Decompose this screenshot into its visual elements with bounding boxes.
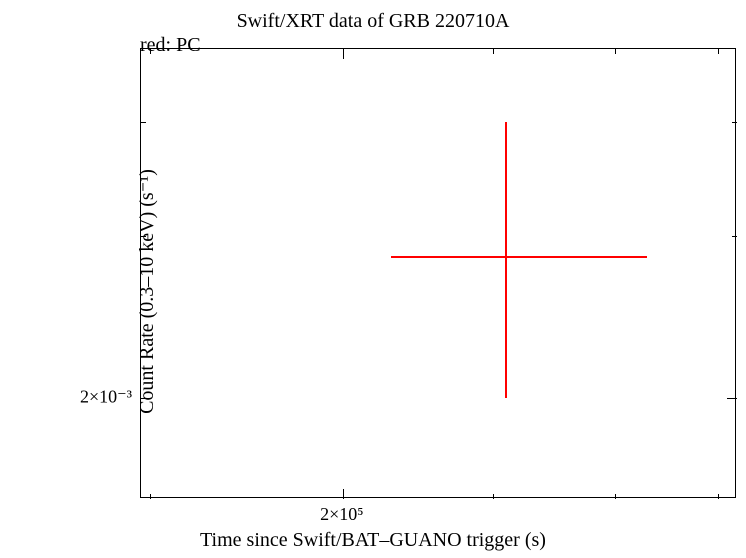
minor-tick (615, 49, 616, 54)
minor-tick (493, 494, 494, 499)
major-tick (727, 398, 737, 399)
chart-title: Swift/XRT data of GRB 220710A (0, 10, 746, 33)
major-tick (343, 49, 344, 59)
minor-tick (141, 236, 146, 237)
plot-area (140, 48, 736, 498)
minor-tick (732, 122, 737, 123)
minor-tick (615, 494, 616, 499)
minor-tick (150, 494, 151, 499)
minor-tick (141, 122, 146, 123)
y-tick-label: 2×10⁻³ (80, 386, 132, 407)
minor-tick (718, 49, 719, 54)
minor-tick (150, 49, 151, 54)
major-tick (343, 489, 344, 499)
errorbar-x (391, 256, 647, 258)
minor-tick (732, 236, 737, 237)
x-axis-label: Time since Swift/BAT–GUANO trigger (s) (200, 529, 546, 552)
minor-tick (493, 49, 494, 54)
minor-tick (718, 494, 719, 499)
x-tick-label: 2×10⁵ (320, 504, 363, 525)
errorbar-y (505, 122, 507, 398)
major-tick (141, 398, 151, 399)
